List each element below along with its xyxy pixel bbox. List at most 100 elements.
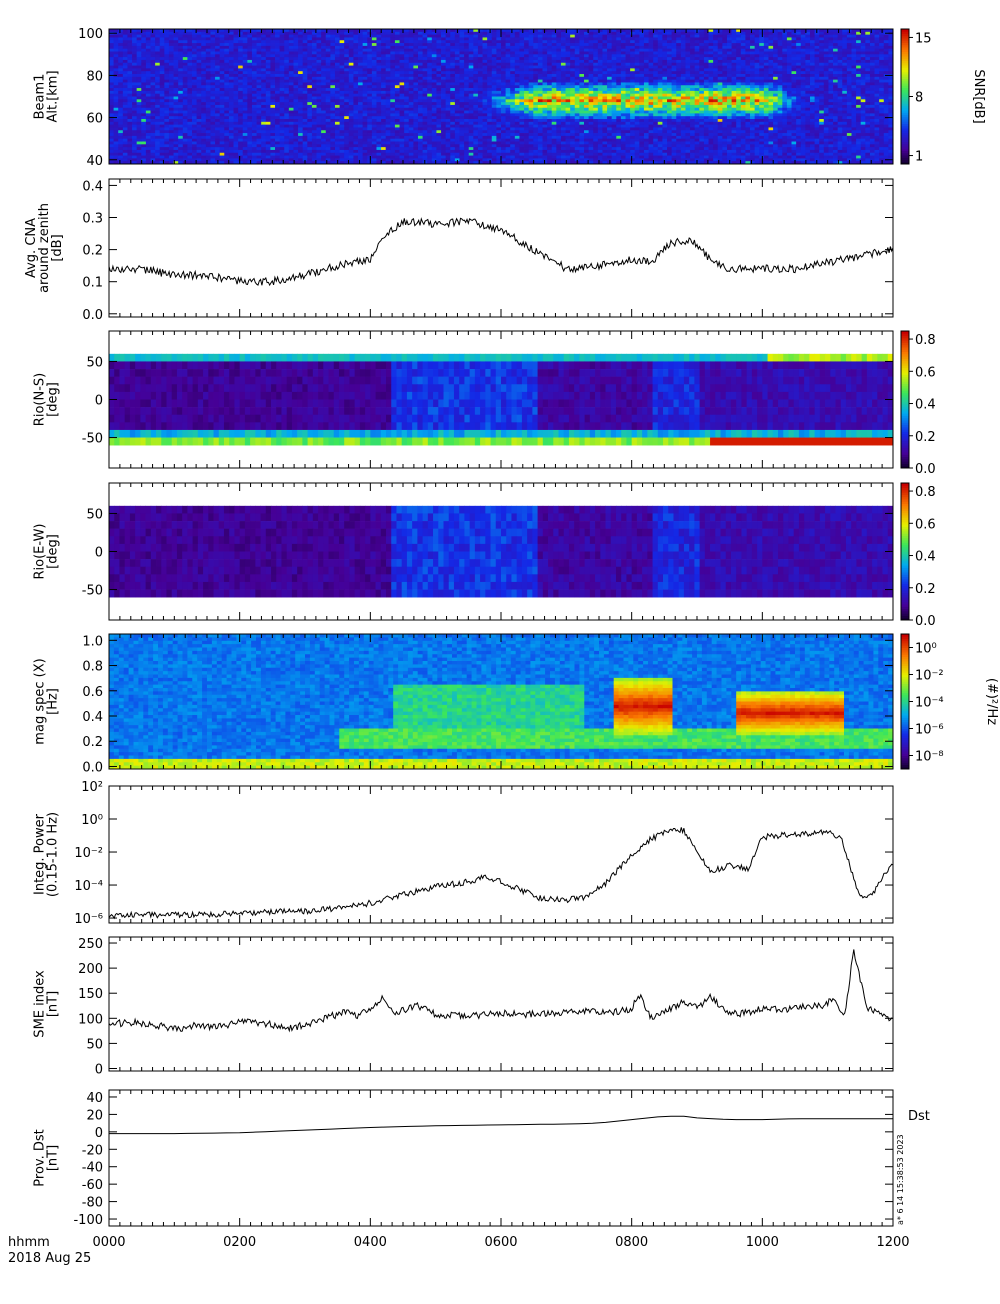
heatmap-cell — [247, 130, 253, 134]
heatmap-cell — [468, 31, 474, 36]
heatmap-cell — [427, 51, 433, 55]
heatmap-cell — [441, 54, 447, 58]
heatmap-cell — [141, 119, 147, 123]
heatmap-cell — [164, 57, 170, 61]
heatmap-cell — [427, 130, 433, 134]
heatmap-cell — [450, 144, 456, 148]
heatmap-cell — [348, 48, 354, 52]
heatmap-cell — [524, 144, 530, 148]
heatmap-cell — [348, 158, 354, 162]
heatmap-cell — [265, 107, 271, 111]
heatmap-cell — [159, 124, 165, 128]
heatmap-cell — [307, 68, 313, 72]
heatmap-cell — [417, 149, 423, 154]
heatmap-cell — [293, 76, 299, 81]
heatmap-cell — [556, 135, 562, 140]
heatmap-cell — [422, 127, 428, 131]
heatmap-cell — [164, 85, 170, 89]
heatmap-cell — [482, 116, 488, 120]
heatmap-cell — [192, 138, 198, 142]
heatmap-cell — [399, 158, 405, 162]
heatmap-cell — [288, 82, 294, 86]
heatmap-cell — [150, 31, 156, 36]
heatmap-cell — [537, 124, 543, 128]
heatmap-cell — [279, 96, 285, 100]
heatmap-cell — [284, 29, 290, 33]
heatmap-cell — [210, 99, 216, 103]
heatmap-cell — [233, 121, 239, 126]
heatmap-cell — [251, 57, 257, 61]
heatmap-cell — [325, 40, 331, 44]
heatmap-cell — [560, 124, 566, 128]
heatmap-cell — [155, 110, 161, 114]
heatmap-cell — [505, 40, 511, 44]
heatmap-cell — [533, 37, 539, 41]
heatmap-cell — [459, 43, 465, 47]
heatmap-cell — [150, 43, 156, 47]
heatmap-cell — [113, 99, 119, 103]
heatmap-cell — [584, 141, 590, 145]
heatmap-cell — [150, 144, 156, 148]
heatmap-cell — [524, 147, 530, 151]
heatmap-cell — [371, 119, 377, 123]
heatmap-cell — [242, 34, 248, 38]
heatmap-cell — [468, 48, 474, 52]
heatmap-cell — [542, 93, 548, 97]
heatmap-cell — [556, 40, 562, 44]
heatmap-cell — [560, 82, 566, 86]
heatmap-cell — [454, 59, 460, 64]
heatmap-cell — [579, 37, 585, 41]
heatmap-cell — [256, 76, 262, 81]
heatmap-cell — [514, 96, 520, 100]
heatmap-cell — [321, 68, 327, 72]
heatmap-cell — [367, 88, 373, 92]
heatmap-cell — [408, 124, 414, 128]
heatmap-cell — [533, 155, 539, 159]
heatmap-cell — [533, 57, 539, 61]
heatmap-cell — [256, 152, 262, 156]
heatmap-cell — [201, 40, 207, 44]
heatmap-cell — [238, 57, 244, 61]
heatmap-cell — [547, 88, 553, 92]
heatmap-cell — [381, 116, 387, 120]
heatmap-cell — [325, 71, 331, 75]
heatmap-cell — [381, 127, 387, 131]
heatmap-cell — [367, 141, 373, 145]
heatmap-cell — [551, 155, 557, 159]
heatmap-cell — [524, 158, 530, 162]
heatmap-cell — [330, 68, 336, 72]
heatmap-cell — [210, 133, 216, 137]
heatmap-cell — [413, 135, 419, 140]
heatmap-cell — [275, 82, 281, 86]
heatmap-cell — [445, 138, 451, 142]
heatmap-cell — [376, 88, 382, 92]
heatmap-cell — [330, 110, 336, 114]
heatmap-cell — [348, 161, 354, 165]
heatmap-cell — [219, 152, 225, 156]
heatmap-cell — [413, 113, 419, 117]
heatmap-cell — [127, 135, 133, 140]
heatmap-cell — [321, 155, 327, 159]
heatmap-cell — [284, 130, 290, 134]
heatmap-cell — [417, 113, 423, 117]
heatmap-cell — [376, 79, 382, 83]
heatmap-cell — [353, 43, 359, 47]
heatmap-cell — [556, 102, 562, 106]
heatmap-cell — [477, 68, 483, 72]
heatmap-cell — [145, 59, 151, 64]
heatmap-cell — [141, 93, 147, 97]
heatmap-cell — [505, 82, 511, 86]
heatmap-cell — [565, 130, 571, 134]
heatmap-cell — [302, 79, 308, 83]
heatmap-cell — [228, 130, 234, 134]
heatmap-cell — [321, 59, 327, 64]
heatmap-cell — [159, 161, 165, 165]
heatmap-cell — [353, 51, 359, 55]
heatmap-cell — [284, 133, 290, 137]
heatmap-cell — [215, 82, 221, 86]
heatmap-cell — [201, 65, 207, 69]
heatmap-cell — [473, 40, 479, 44]
heatmap-cell — [454, 34, 460, 38]
heatmap-cell — [371, 124, 377, 128]
heatmap-cell — [233, 124, 239, 128]
